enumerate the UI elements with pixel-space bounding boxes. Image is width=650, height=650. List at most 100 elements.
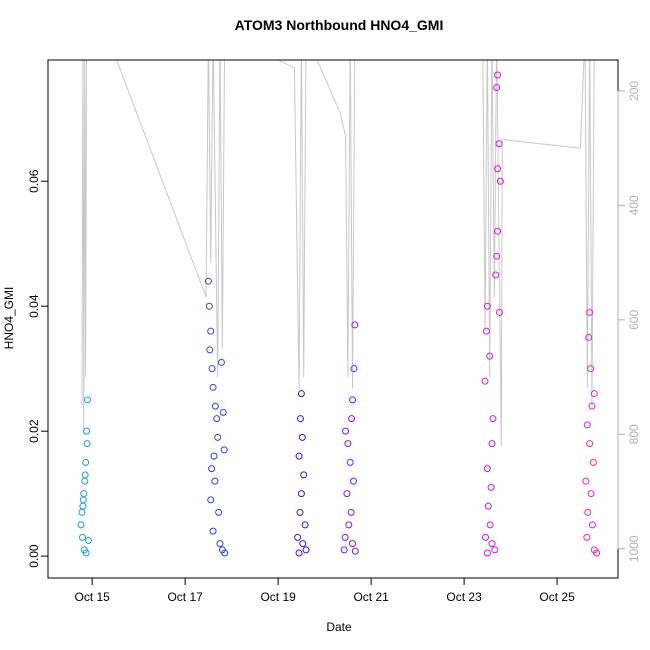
- data-point: [588, 521, 596, 529]
- data-point: [494, 165, 502, 173]
- data-point: [351, 547, 359, 555]
- y2-tick-label: 800: [627, 424, 641, 444]
- data-point: [583, 421, 591, 429]
- data-point: [211, 402, 219, 410]
- data-point: [588, 402, 596, 410]
- y2-tick-label: 1000: [627, 535, 641, 562]
- data-point: [493, 252, 501, 260]
- data-point: [481, 377, 489, 385]
- data-point: [348, 415, 356, 423]
- data-point: [84, 396, 92, 404]
- data-point: [211, 477, 219, 485]
- data-point: [492, 271, 500, 279]
- data-point: [204, 277, 212, 285]
- data-point: [494, 227, 502, 235]
- data-point: [483, 302, 491, 310]
- data-point: [208, 465, 216, 473]
- data-point: [81, 477, 89, 485]
- data-point: [214, 433, 222, 441]
- data-point: [297, 490, 305, 498]
- data-point: [586, 440, 594, 448]
- data-point: [297, 390, 305, 398]
- data-point: [351, 321, 359, 329]
- data-point: [349, 477, 357, 485]
- x-tick-label: Oct 19: [260, 590, 296, 604]
- y2-tick-label: 600: [627, 310, 641, 330]
- y-axis-label: HNO4_GMI: [2, 287, 16, 350]
- data-point: [489, 415, 497, 423]
- x-tick-label: Oct 15: [74, 590, 110, 604]
- data-point: [301, 521, 309, 529]
- chart-title: ATOM3 Northbound HNO4_GMI: [235, 17, 444, 33]
- data-point: [207, 496, 215, 504]
- data-point: [205, 302, 213, 310]
- data-point: [495, 308, 503, 316]
- data-point: [484, 502, 492, 510]
- data-point: [587, 490, 595, 498]
- data-point: [213, 415, 221, 423]
- data-point: [206, 346, 214, 354]
- data-point: [80, 490, 88, 498]
- data-point: [488, 440, 496, 448]
- data-point: [586, 308, 594, 316]
- data-point: [220, 446, 228, 454]
- data-point: [347, 508, 355, 516]
- data-point: [78, 508, 86, 516]
- data-point: [209, 383, 217, 391]
- x-axis-label: Date: [326, 620, 352, 634]
- data-point: [210, 452, 218, 460]
- data-point: [487, 483, 495, 491]
- data-point: [345, 521, 353, 529]
- data-point: [587, 365, 595, 373]
- data-point: [486, 352, 494, 360]
- plot-frame: [47, 59, 619, 579]
- y-tick-label: 0.06: [27, 169, 41, 193]
- y2-tick-label: 200: [627, 81, 641, 101]
- y2-tick-label: 400: [627, 195, 641, 215]
- data-point: [343, 490, 351, 498]
- data-point: [585, 333, 593, 341]
- data-point: [294, 533, 302, 541]
- data-point: [482, 327, 490, 335]
- data-point: [590, 390, 598, 398]
- data-point: [299, 540, 307, 548]
- data-point: [481, 533, 489, 541]
- data-point: [483, 465, 491, 473]
- data-point: [296, 508, 304, 516]
- data-point: [79, 502, 87, 510]
- data-point: [221, 549, 229, 557]
- data-point: [584, 508, 592, 516]
- x-tick-label: Oct 23: [446, 590, 482, 604]
- data-point: [341, 533, 349, 541]
- data-point: [209, 527, 217, 535]
- data-point: [81, 471, 89, 479]
- data-point: [82, 549, 90, 557]
- data-point: [295, 549, 303, 557]
- data-point: [483, 549, 491, 557]
- x-tick-label: Oct 21: [353, 590, 389, 604]
- y-tick-label: 0.00: [27, 544, 41, 568]
- data-point: [295, 452, 303, 460]
- data-point: [491, 546, 499, 554]
- x-tick-label: Oct 17: [167, 590, 203, 604]
- x-tick-label: Oct 25: [539, 590, 575, 604]
- data-point: [83, 440, 91, 448]
- data-point: [82, 458, 90, 466]
- data-point: [486, 521, 494, 529]
- data-point: [219, 408, 227, 416]
- data-point: [496, 177, 504, 185]
- data-point: [589, 458, 597, 466]
- y-tick-label: 0.02: [27, 419, 41, 443]
- data-point: [216, 540, 224, 548]
- data-point: [582, 477, 590, 485]
- data-point: [340, 546, 348, 554]
- data-point: [84, 537, 92, 545]
- data-point: [79, 496, 87, 504]
- data-point: [78, 533, 86, 541]
- data-point: [217, 358, 225, 366]
- y-tick-label: 0.04: [27, 294, 41, 318]
- data-point: [298, 433, 306, 441]
- point-layer: [77, 71, 601, 557]
- data-point: [77, 521, 85, 529]
